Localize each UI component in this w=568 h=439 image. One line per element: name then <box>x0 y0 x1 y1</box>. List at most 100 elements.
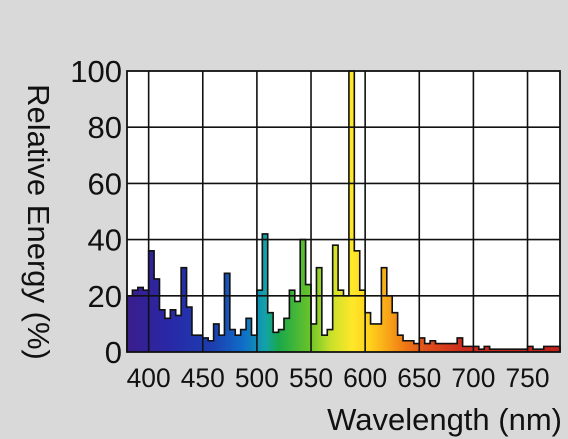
spectrum-bar <box>175 315 182 352</box>
spectrum-bar <box>202 337 209 352</box>
spectrum-bar <box>467 346 474 352</box>
spectrum-bar <box>354 250 361 352</box>
spectrum-bar <box>143 290 150 352</box>
spectrum-bar <box>181 267 188 352</box>
spectrum-bar <box>370 323 377 352</box>
spectrum-bar <box>440 343 447 352</box>
spectrum-bar <box>229 329 236 352</box>
spectrum-bar <box>424 343 431 352</box>
spectrum-bar <box>375 323 382 352</box>
spectrum-bar <box>148 250 155 352</box>
spectrum-bar <box>197 335 204 352</box>
spectrum-bar <box>435 343 442 352</box>
spectrum-bar <box>283 318 290 352</box>
spectrum-bar <box>246 318 253 352</box>
spectrum-bar <box>256 290 263 352</box>
spectrum-bar <box>321 335 328 352</box>
x-tick-label: 600 <box>343 363 387 393</box>
y-tick-label: 20 <box>88 279 122 314</box>
spectrum-bar <box>549 346 556 352</box>
spectrum-outline <box>126 70 561 352</box>
spectrum-bar <box>267 312 274 352</box>
spectrum-bar <box>240 329 247 352</box>
spectrum-bar <box>213 323 220 352</box>
x-axis-title: Wavelength (nm) <box>327 402 562 437</box>
spectrum-bar <box>451 343 458 352</box>
spectrum-bar <box>305 284 312 352</box>
spectrum-bar <box>191 335 198 352</box>
x-tick-label: 750 <box>506 363 550 393</box>
x-tick-label: 550 <box>289 363 333 393</box>
x-tick-label: 500 <box>235 363 279 393</box>
spectrum-bar <box>343 295 350 352</box>
spectrum-bar <box>359 290 366 352</box>
spectrum-bar <box>532 349 539 352</box>
x-tick-labels: 400 450 500 550 600 650 700 750 <box>127 363 550 393</box>
spectrum-bar <box>159 309 166 352</box>
y-tick-label: 80 <box>88 110 122 145</box>
spectrum-bar <box>294 301 301 352</box>
spectrum-bar <box>408 340 415 352</box>
x-tick-label: 700 <box>451 363 495 393</box>
spectrum-bar <box>462 346 469 352</box>
spectrum-bar <box>495 349 502 352</box>
spectrum-bar <box>381 267 388 352</box>
spectrum-bar <box>327 329 334 352</box>
spectrum-bar <box>332 245 339 352</box>
spectrum-bar <box>516 349 523 352</box>
spectrum-bar <box>543 346 550 352</box>
plot-frame <box>126 70 561 353</box>
x-tick-label: 650 <box>397 363 441 393</box>
spectrum-bar <box>392 312 399 352</box>
spectrum-bar <box>137 287 144 352</box>
spectrum-bar <box>554 346 560 352</box>
spectrum-bar <box>511 349 518 352</box>
y-tick-labels: 0 20 40 60 80 100 <box>70 54 122 370</box>
spectrum-bar <box>278 329 285 352</box>
spectrum-bar <box>262 233 269 352</box>
spectrum-bar <box>348 71 355 352</box>
spectrum-bar <box>386 295 393 352</box>
y-tick-label: 100 <box>70 54 122 89</box>
spectrum-bar <box>457 337 464 352</box>
spectrum-bar <box>154 278 161 352</box>
spectrum-bar <box>522 349 529 352</box>
spectrum-bar <box>489 349 496 352</box>
spectrum-bar <box>127 295 134 352</box>
spectrum-bar <box>235 335 242 352</box>
spectrum-bar <box>132 290 139 352</box>
spectrum-bar <box>478 349 485 352</box>
grid-lines <box>127 71 560 352</box>
spectrum-bar <box>219 335 226 352</box>
y-tick-label: 0 <box>105 335 122 370</box>
x-tick-label: 400 <box>127 363 171 393</box>
spectrum-bar <box>505 349 512 352</box>
spectrum-bar <box>484 346 491 352</box>
spectrum-bar <box>186 307 193 352</box>
spectrum-bar <box>273 332 280 352</box>
spectrum-bar <box>527 346 534 352</box>
y-axis-title: Relative Energy (%) <box>21 84 56 360</box>
spectrum-bar <box>251 335 258 352</box>
spectrum-bar <box>338 290 345 352</box>
spectrum-bar <box>430 340 437 352</box>
spectrum-bar <box>224 273 231 352</box>
spectrum-bar <box>413 343 420 352</box>
spectrum-bar <box>500 349 507 352</box>
spectrum-bar <box>397 335 404 352</box>
spectrum-bar <box>311 323 318 352</box>
spectrum-bar <box>403 340 410 352</box>
spectrum-bar <box>208 340 215 352</box>
y-tick-label: 60 <box>88 166 122 201</box>
x-tick-label: 450 <box>181 363 225 393</box>
spectrum-bar <box>446 343 453 352</box>
y-tick-label: 40 <box>88 223 122 258</box>
spectrum-bar <box>289 290 296 352</box>
spectrum-bar <box>538 349 545 352</box>
spectrum-bar <box>170 309 177 352</box>
spectrum-bar <box>419 337 426 352</box>
spectrum-bar <box>164 318 171 352</box>
spectrum-bar <box>365 312 372 352</box>
